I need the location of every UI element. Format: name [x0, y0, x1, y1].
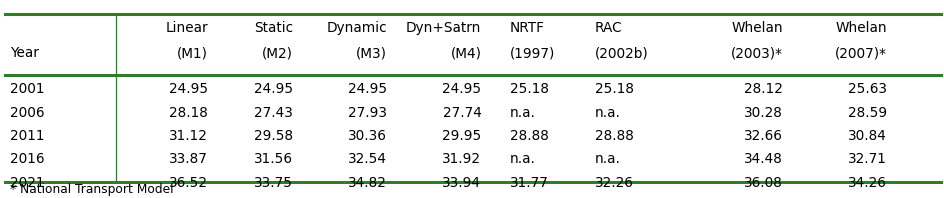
- Text: 31.77: 31.77: [510, 176, 548, 190]
- Text: 2021: 2021: [10, 176, 44, 190]
- Text: 24.95: 24.95: [443, 82, 481, 96]
- Text: 31.92: 31.92: [443, 152, 481, 166]
- Text: n.a.: n.a.: [510, 152, 535, 166]
- Text: 36.08: 36.08: [744, 176, 784, 190]
- Text: 27.43: 27.43: [254, 106, 293, 120]
- Text: RAC: RAC: [595, 21, 622, 35]
- Text: 24.95: 24.95: [169, 82, 208, 96]
- Text: 25.18: 25.18: [595, 82, 633, 96]
- Text: 29.58: 29.58: [254, 129, 293, 143]
- Text: 32.71: 32.71: [848, 152, 886, 166]
- Text: NRTF: NRTF: [510, 21, 545, 35]
- Text: (1997): (1997): [510, 46, 555, 60]
- Text: n.a.: n.a.: [595, 106, 620, 120]
- Text: 24.95: 24.95: [254, 82, 293, 96]
- Text: 32.54: 32.54: [348, 152, 387, 166]
- Text: 28.88: 28.88: [595, 129, 633, 143]
- Text: Linear: Linear: [165, 21, 208, 35]
- Text: (M2): (M2): [261, 46, 293, 60]
- Text: 34.26: 34.26: [848, 176, 886, 190]
- Text: 29.95: 29.95: [442, 129, 481, 143]
- Text: 28.18: 28.18: [169, 106, 208, 120]
- Text: 28.12: 28.12: [744, 82, 784, 96]
- Text: 2001: 2001: [10, 82, 44, 96]
- Text: 27.93: 27.93: [348, 106, 387, 120]
- Text: 30.28: 30.28: [744, 106, 784, 120]
- Text: (2007)*: (2007)*: [834, 46, 886, 60]
- Text: Static: Static: [254, 21, 293, 35]
- Text: 28.88: 28.88: [510, 129, 548, 143]
- Text: (M1): (M1): [177, 46, 208, 60]
- Text: (M3): (M3): [356, 46, 387, 60]
- Text: 25.18: 25.18: [510, 82, 548, 96]
- Text: Year: Year: [10, 46, 39, 60]
- Text: 30.84: 30.84: [848, 129, 886, 143]
- Text: Whelan: Whelan: [732, 21, 784, 35]
- Text: (2002b): (2002b): [595, 46, 649, 60]
- Text: 32.66: 32.66: [744, 129, 784, 143]
- Text: n.a.: n.a.: [595, 152, 620, 166]
- Text: 30.36: 30.36: [348, 129, 387, 143]
- Text: 32.26: 32.26: [595, 176, 633, 190]
- Text: 33.87: 33.87: [169, 152, 208, 166]
- Text: 2006: 2006: [10, 106, 44, 120]
- Text: 2011: 2011: [10, 129, 44, 143]
- Text: 2016: 2016: [10, 152, 44, 166]
- Text: 33.75: 33.75: [254, 176, 293, 190]
- Text: 24.95: 24.95: [348, 82, 387, 96]
- Text: 31.56: 31.56: [254, 152, 293, 166]
- Text: 25.63: 25.63: [848, 82, 886, 96]
- Text: Whelan: Whelan: [835, 21, 886, 35]
- Text: 34.82: 34.82: [348, 176, 387, 190]
- Text: 31.12: 31.12: [169, 129, 208, 143]
- Text: 36.52: 36.52: [169, 176, 208, 190]
- Text: Dyn+Satrn: Dyn+Satrn: [406, 21, 481, 35]
- Text: 33.94: 33.94: [443, 176, 481, 190]
- Text: 34.48: 34.48: [744, 152, 784, 166]
- Text: n.a.: n.a.: [510, 106, 535, 120]
- Text: 27.74: 27.74: [443, 106, 481, 120]
- Text: 28.59: 28.59: [848, 106, 886, 120]
- Text: * National Transport Model: * National Transport Model: [10, 183, 174, 196]
- Text: Dynamic: Dynamic: [327, 21, 387, 35]
- Text: (2003)*: (2003)*: [732, 46, 784, 60]
- Text: (M4): (M4): [450, 46, 481, 60]
